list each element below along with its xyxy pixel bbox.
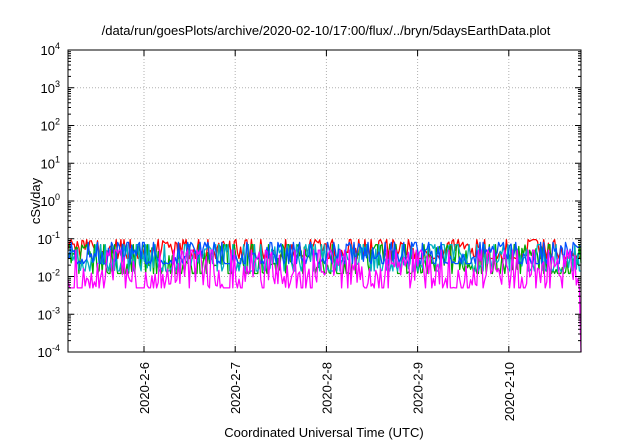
y-tick-exponent: -1	[52, 230, 60, 240]
y-tick-label: 103	[41, 79, 60, 96]
x-tick-label: 2020-2-10	[502, 362, 517, 421]
y-tick-exponent: -2	[52, 268, 60, 278]
y-tick-exponent: 2	[55, 117, 60, 127]
x-tick-label: 2020-2-9	[411, 362, 426, 414]
y-tick-exponent: -3	[52, 305, 60, 315]
y-tick-exponent: -4	[52, 343, 60, 353]
y-tick-base: 10	[41, 156, 55, 171]
y-tick-label: 10-4	[38, 343, 60, 360]
series-line	[67, 243, 581, 272]
y-tick-base: 10	[41, 43, 55, 58]
y-tick-base: 10	[38, 270, 52, 285]
y-tick-base: 10	[41, 194, 55, 209]
y-tick-label: 102	[41, 117, 60, 134]
y-tick-base: 10	[38, 232, 52, 247]
plot-frame	[67, 49, 582, 353]
series-line	[67, 241, 582, 265]
y-tick-label: 101	[41, 154, 60, 171]
x-axis: 2020-2-6 2020-2-7 2020-2-8 2020-2-9 2020-2-1…	[137, 50, 517, 421]
y-tick-label: 100	[41, 192, 60, 209]
chart-title: /data/run/goesPlots/archive/2020-02-10/1…	[102, 23, 551, 38]
y-tick-base: 10	[38, 345, 52, 360]
y-tick-label: 104	[41, 41, 60, 58]
y-tick-label: 10-1	[38, 230, 60, 247]
x-tick-label: 2020-2-6	[137, 362, 152, 414]
grid	[68, 50, 581, 352]
y-tick-base: 10	[38, 307, 52, 322]
y-tick-label: 10-3	[38, 305, 60, 322]
y-axis-label: cSv/day	[28, 177, 43, 224]
x-tick-label: 2020-2-7	[228, 362, 243, 414]
y-tick-exponent: 0	[55, 192, 60, 202]
y-tick-exponent: 3	[55, 79, 60, 89]
y-tick-exponent: 1	[55, 154, 60, 164]
x-axis-label: Coordinated Universal Time (UTC)	[224, 425, 423, 440]
y-tick-label: 10-2	[38, 268, 60, 285]
y-tick-base: 10	[41, 119, 55, 134]
x-tick-label: 2020-2-8	[319, 362, 334, 414]
y-tick-base: 10	[41, 81, 55, 96]
series-line	[67, 249, 582, 353]
y-tick-exponent: 4	[55, 41, 60, 51]
plot-series	[67, 238, 582, 353]
